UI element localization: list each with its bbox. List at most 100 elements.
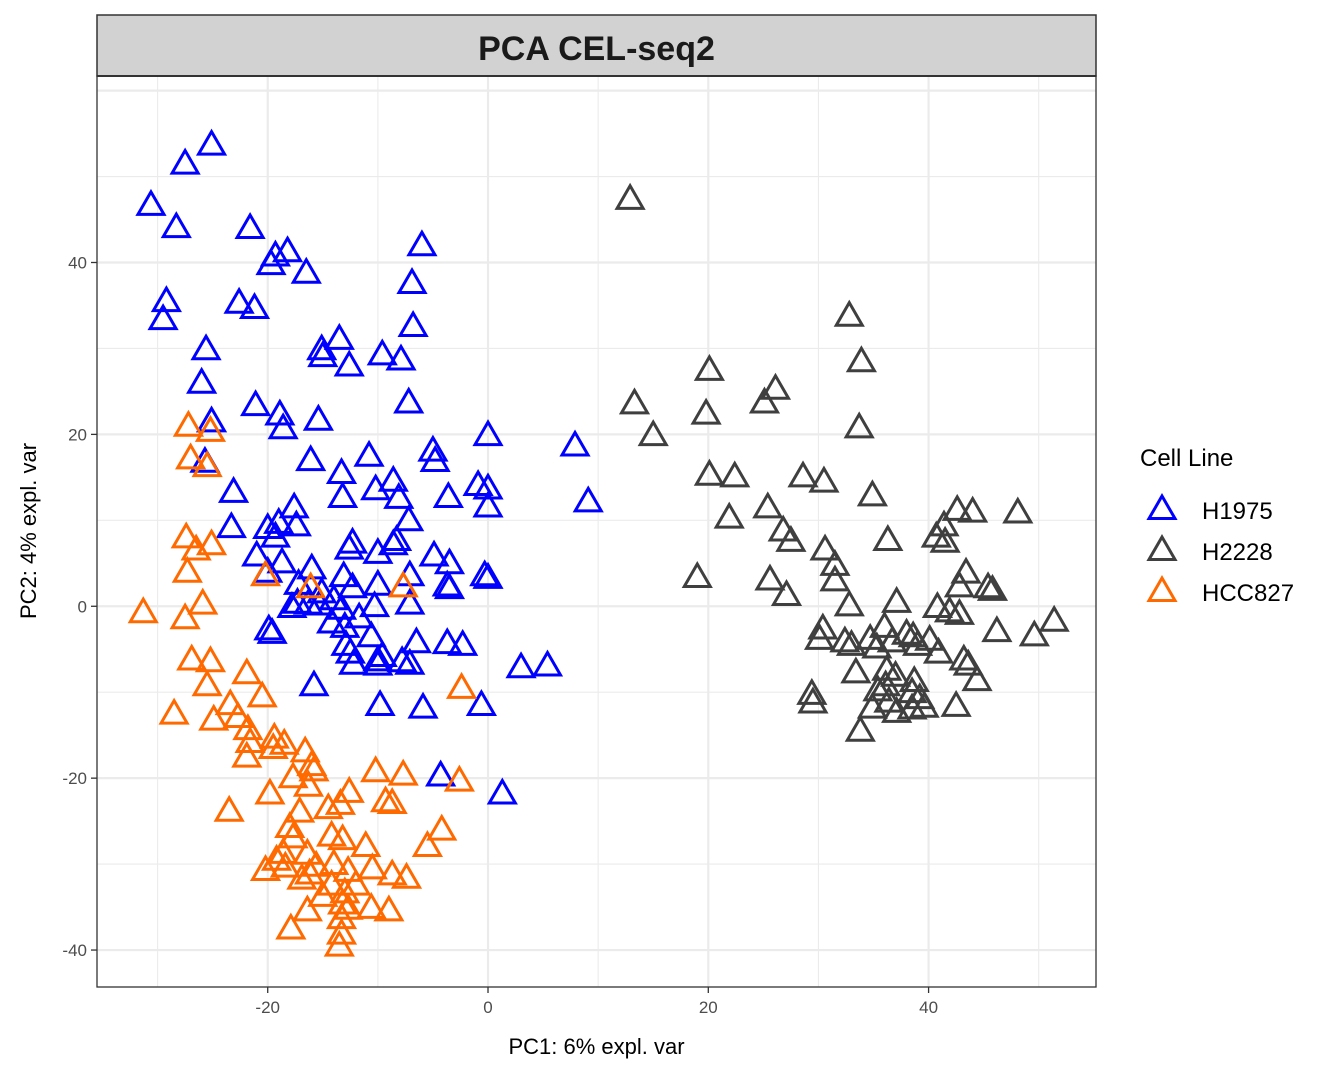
data-point [277,761,309,789]
data-point [214,688,246,716]
data-point [231,657,263,685]
data-point [190,333,222,361]
x-axis: -20 0 20 40 [255,987,938,1017]
data-point [256,616,288,644]
data-point [362,648,394,676]
data-point [465,689,497,717]
data-point [407,691,439,719]
data-point [323,322,355,350]
data-point [327,481,359,509]
data-point [275,912,307,940]
data-point [890,617,923,645]
data-point [336,571,369,599]
data-point [376,786,408,814]
data-point [486,777,518,805]
data-point [232,713,264,741]
data-point [808,465,840,493]
data-point [431,627,463,655]
data-point [277,821,309,849]
data-point [433,572,466,600]
legend-title: Cell Line [1140,445,1233,472]
x-tick-label: -20 [255,998,280,1017]
data-point [844,714,876,742]
data-point [360,755,392,783]
data-point [217,475,250,503]
data-point [770,578,803,607]
data-point [302,403,334,431]
data-point [397,309,429,338]
data-point [972,571,1004,599]
data-point [362,568,394,596]
data-point [255,248,287,276]
x-tick-label: 0 [483,998,492,1017]
data-point [819,548,851,576]
data-point [505,651,537,679]
data-point [417,434,449,462]
data-point [325,902,358,930]
data-point [914,623,946,651]
y-axis: -40 -20 0 20 40 [62,253,97,960]
data-point [376,858,408,886]
data-point [775,524,807,552]
series-hcc827 [127,409,478,957]
data-point [387,758,419,786]
data-point [472,561,504,589]
data-point [881,585,913,613]
data-point [338,647,370,675]
data-point [940,689,972,717]
data-point [215,511,247,539]
data-point [254,777,286,805]
data-point [360,473,392,501]
title-strip [96,14,1097,77]
data-point [559,429,591,457]
data-point [249,559,282,587]
data-point [941,493,973,521]
y-tick-label: -20 [62,769,87,788]
data-point [1018,619,1050,647]
data-point [425,759,457,787]
data-point [943,597,976,625]
data-point [873,685,905,713]
data-point [819,564,851,592]
data-point [400,626,433,654]
data-point [333,775,365,803]
y-tick-label: 40 [68,253,87,272]
data-point [693,458,725,486]
data-point [293,857,326,885]
data-point [797,686,829,714]
data-point [147,303,179,331]
data-point [908,690,940,718]
data-point [472,490,504,518]
data-point [572,485,604,513]
data-point [158,697,190,725]
data-point [268,727,300,755]
data-point [843,411,875,439]
data-point [325,456,358,484]
data-point [231,740,263,768]
data-point [264,398,296,426]
legend-label: H2228 [1202,539,1273,566]
data-point [868,610,901,638]
data-point [976,573,1009,601]
data-point [246,680,278,708]
data-point [833,589,865,617]
data-point [343,601,375,629]
data-point [191,450,223,478]
legend-key-hcc827 [1146,575,1178,603]
data-point [943,570,976,598]
data-point [286,862,318,890]
data-point [829,625,861,653]
data-point [316,868,348,896]
data-point [380,523,413,552]
data-point [896,692,928,720]
data-point [362,644,394,672]
data-point [369,785,402,813]
data-point [175,442,207,470]
data-point [803,622,836,650]
data-point [356,852,388,880]
data-point [355,891,387,919]
data-point [325,917,358,945]
data-point [364,689,396,717]
data-point [469,559,501,587]
data-point [393,386,425,414]
